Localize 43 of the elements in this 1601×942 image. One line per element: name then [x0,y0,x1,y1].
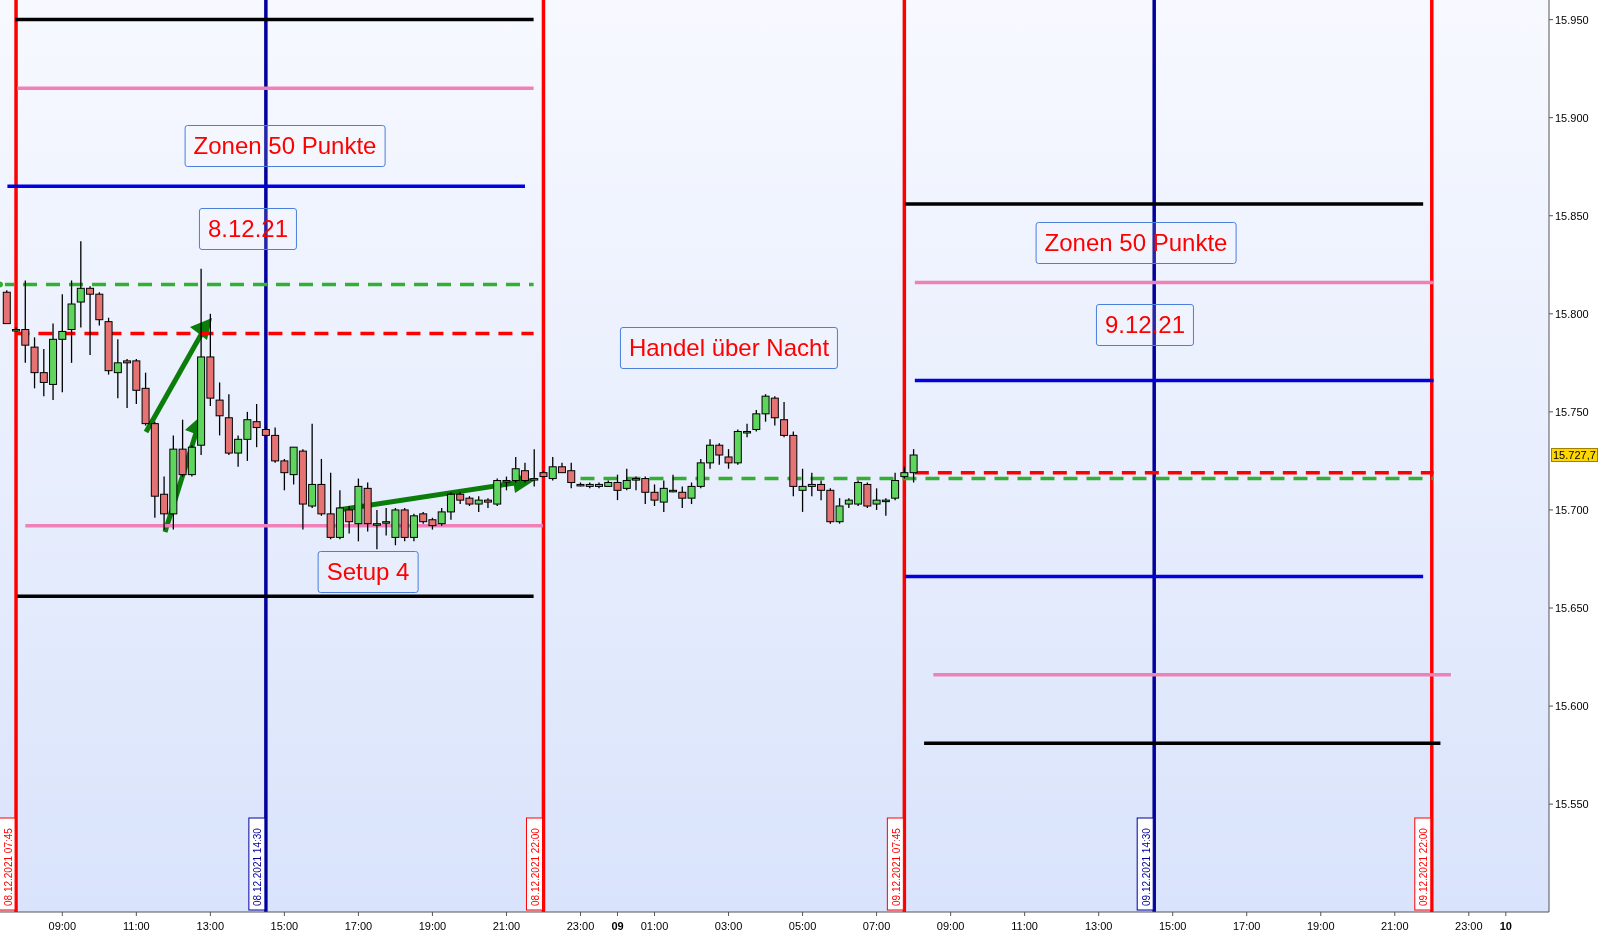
x-tick-label: 19:00 [1306,920,1335,932]
y-tick-label: 15.900 [1555,111,1589,124]
y-tick-label: 15.950 [1555,13,1589,26]
x-tick-label: 17:00 [1232,920,1261,932]
x-tick-label: 11:00 [122,920,150,932]
x-tick-label: 07:00 [862,920,891,932]
x-tick-label: 23:00 [566,920,595,932]
x-tick-label: 23:00 [1455,920,1483,932]
ref-line-label: 08.12.2021 14:30 [252,827,264,906]
x-tick-label: 21:00 [1381,920,1409,932]
x-tick-label: 11:00 [1011,920,1039,932]
x-tick-label: 13:00 [196,920,225,932]
y-tick-label: 15.650 [1555,601,1589,614]
x-tick-label: 09 [611,920,624,932]
annotation: Zonen 50 Punkte [184,125,386,167]
x-tick-label: 21:00 [492,920,521,932]
y-tick-label: 15.800 [1555,307,1589,320]
ref-line-label: 09.12.2021 14:30 [1140,827,1152,906]
annotation: Handel über Nacht [619,327,839,369]
text: 15.727,7 [1551,448,1598,463]
y-tick-label: 15.700 [1555,503,1589,516]
candlestick [215,381,224,437]
x-tick-label: 09:00 [936,920,965,932]
y-tick-label: 15.550 [1555,798,1589,811]
ref-line-label: 09.12.2021 07:45 [890,827,902,906]
x-tick-label: 03:00 [714,920,743,932]
x-tick-label: 15:00 [1158,920,1187,932]
ref-line-label: 09.12.2021 22:00 [1418,827,1430,906]
y-tick-label: 15.750 [1555,405,1589,418]
x-tick-label: 01:00 [640,920,669,932]
x-tick-label: 09:00 [48,920,77,932]
x-tick-label: 13:00 [1084,920,1113,932]
candlestick [891,472,900,501]
x-tick-label: 15:00 [270,920,299,932]
annotation: Setup 4 [317,551,419,593]
x-tick-label: 05:00 [788,920,817,932]
x-tick-label: 17:00 [344,920,373,932]
ref-line-label: 08.12.2021 07:45 [2,827,14,906]
x-tick-label: 19:00 [418,920,447,932]
x-tick-label: 10 [1499,920,1512,932]
y-tick-label: 15.850 [1555,209,1589,222]
y-tick-label: 15.600 [1555,699,1589,712]
ref-line-label: 08.12.2021 22:00 [529,827,541,906]
